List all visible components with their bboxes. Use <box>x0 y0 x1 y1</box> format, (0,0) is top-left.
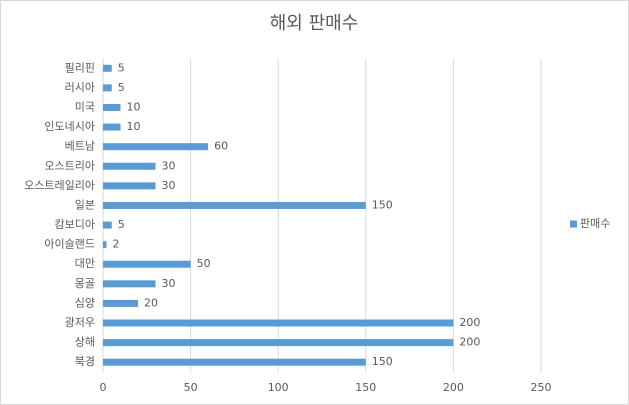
x-tick-label: 150 <box>355 381 376 394</box>
y-tick-label: 캄보디아 <box>55 218 95 231</box>
x-tick-label: 0 <box>100 381 107 394</box>
bar <box>103 123 121 131</box>
y-tick-label: 인도네시아 <box>44 120 95 133</box>
legend-marker <box>570 220 577 228</box>
data-label: 60 <box>214 140 228 153</box>
bar <box>103 339 454 347</box>
y-tick-label: 베트남 <box>65 140 95 153</box>
bar <box>103 241 107 249</box>
data-label: 5 <box>118 61 125 74</box>
data-label: 5 <box>118 218 125 231</box>
x-tick-label: 250 <box>531 381 552 394</box>
data-label: 150 <box>372 355 393 368</box>
data-label: 150 <box>372 198 393 211</box>
x-tick-label: 100 <box>268 381 289 394</box>
data-label: 2 <box>113 238 120 251</box>
bar <box>103 260 191 268</box>
bar <box>103 221 112 229</box>
y-tick-label: 오스트리아 <box>44 159 95 172</box>
data-label: 30 <box>162 277 176 290</box>
y-tick-label: 오스트레일리아 <box>24 178 95 192</box>
legend-label: 판매수 <box>580 217 610 230</box>
data-label: 20 <box>144 296 158 309</box>
y-tick-label: 러시아 <box>65 81 95 94</box>
y-tick-label: 광저우 <box>65 316 95 329</box>
y-tick-label: 심양 <box>75 296 95 309</box>
data-label: 200 <box>459 316 480 329</box>
bar <box>103 162 156 170</box>
bar <box>103 319 454 327</box>
bar <box>103 280 156 288</box>
y-tick-label: 필리핀 <box>65 61 95 74</box>
y-tick-label: 아이슬랜드 <box>44 238 95 251</box>
y-tick-label: 미국 <box>75 100 95 113</box>
y-tick-label: 대만 <box>75 257 95 270</box>
data-label: 200 <box>459 336 480 349</box>
data-label: 5 <box>118 81 125 94</box>
data-label: 10 <box>127 120 141 133</box>
bar <box>103 84 112 92</box>
y-tick-label: 상해 <box>75 335 95 349</box>
bar <box>103 299 139 307</box>
data-label: 50 <box>197 257 211 270</box>
bar <box>103 358 366 366</box>
bar <box>103 201 366 209</box>
bar <box>103 103 121 111</box>
x-tick-label: 50 <box>184 381 198 394</box>
data-label: 30 <box>162 179 176 192</box>
y-tick-label: 일본 <box>75 197 95 211</box>
chart-title: 해외 판매수 <box>270 13 359 34</box>
y-tick-label: 북경 <box>75 355 95 368</box>
y-tick-label: 몽골 <box>75 277 95 290</box>
bar <box>103 64 112 72</box>
x-tick-label: 200 <box>443 381 464 394</box>
data-label: 10 <box>127 100 141 113</box>
bar <box>103 143 209 151</box>
bar <box>103 182 156 190</box>
data-label: 30 <box>162 159 176 172</box>
